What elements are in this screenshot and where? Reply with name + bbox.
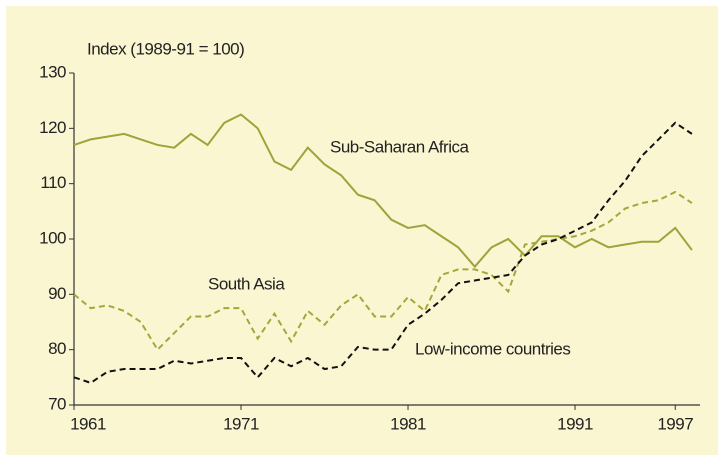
axis-label: Index (1989-91 = 100): [87, 39, 244, 58]
y-tick-label: 90: [48, 284, 66, 303]
y-tick-label: 130: [39, 62, 66, 81]
x-tick-label: 1961: [70, 414, 106, 433]
series-line: [73, 121, 693, 384]
background: [6, 6, 718, 455]
series-line: [73, 113, 693, 269]
series-line: [73, 190, 693, 352]
x-tick-label: 1991: [557, 414, 593, 433]
y-tick-label: 120: [39, 118, 66, 137]
y-tick-label: 80: [48, 339, 66, 358]
y-tick-label: 70: [48, 394, 66, 413]
x-tick-label: 1997: [657, 414, 693, 433]
y-tick-label: 110: [40, 173, 66, 192]
x-tick-label: 1981: [390, 414, 426, 433]
series-label: South Asia: [208, 274, 285, 293]
series-label: Low-income countries: [415, 339, 570, 358]
y-tick-label: 100: [39, 228, 66, 247]
x-tick-label: 1971: [223, 414, 259, 433]
series-label: Sub-Saharan Africa: [330, 137, 469, 156]
